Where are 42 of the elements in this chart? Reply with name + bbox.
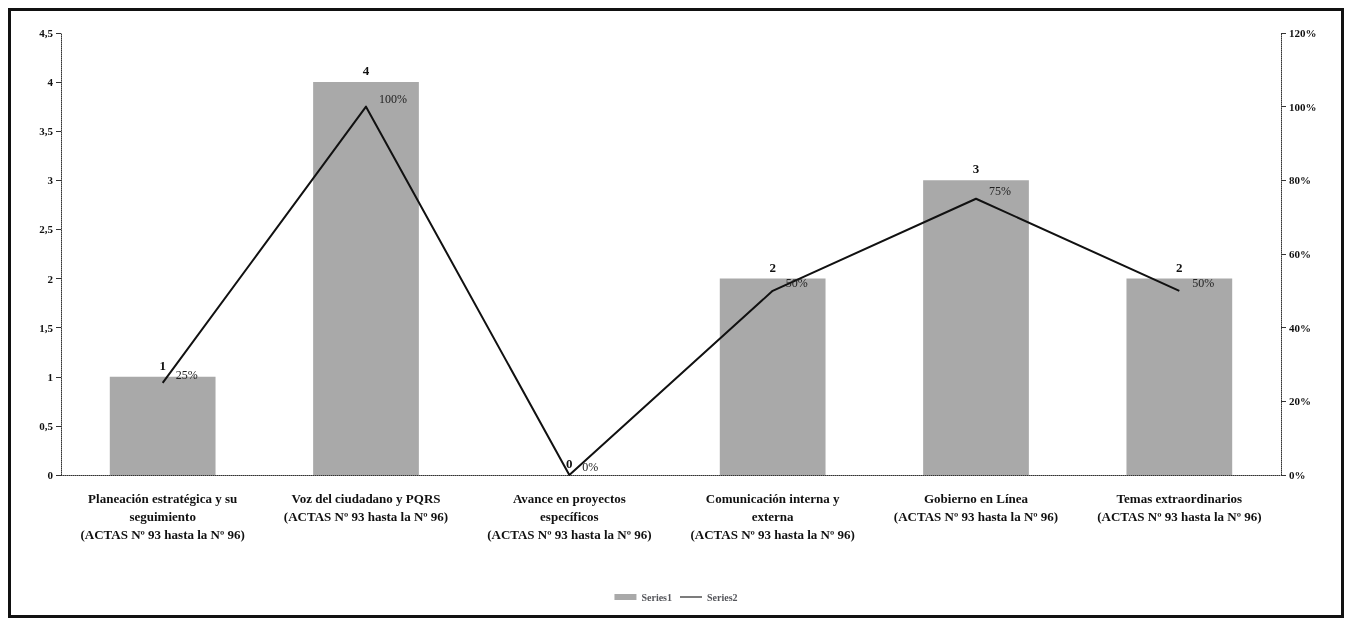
- data-label: 0%: [582, 460, 599, 474]
- bar: [923, 180, 1029, 475]
- x-tick-label: Gobierno en Línea (ACTAS Nº 93 hasta la Nº 96): [893, 490, 1059, 524]
- y-tick-label: 3: [47, 174, 54, 187]
- data-label: 0: [566, 456, 573, 471]
- data-label: 1: [159, 357, 166, 373]
- data-label: 4: [362, 63, 370, 79]
- bar: [719, 278, 826, 475]
- data-label: 100%: [379, 91, 407, 106]
- y-tick-label: 2,5: [39, 223, 54, 236]
- x-tick-label: Voz del ciudadano y PQRS (ACTAS Nº 93 hasta la Nº 96): [283, 490, 449, 524]
- data-label: 25%: [175, 367, 198, 382]
- y-tick-label: 4,5: [39, 27, 54, 39]
- y-tick-label: 3,5: [39, 125, 54, 138]
- y-tick-label: 0,5: [39, 419, 54, 432]
- y2-tick-label: 0%: [1289, 469, 1306, 481]
- y-tick-label: 2: [47, 272, 54, 285]
- y-tick-label: 1,5: [39, 321, 54, 334]
- x-tick-label: Comunicación interna y externa (ACTAS Nº 93 hasta la Nº 96): [690, 490, 855, 542]
- bar: [313, 82, 419, 475]
- y2-tick-label: 20%: [1289, 395, 1311, 408]
- y-tick-label: 1: [47, 370, 53, 383]
- y2-tick-label: 80%: [1289, 174, 1311, 187]
- line-series: [161, 105, 1181, 476]
- x-tick-label: Temas extraordinarios (ACTAS Nº 93 hasta la Nº 96): [1097, 490, 1262, 524]
- data-label: 50%: [785, 275, 808, 290]
- y2-tick-label: 40%: [1289, 321, 1311, 334]
- y-tick-label: 0: [47, 469, 54, 481]
- x-tick-label: Avance en proyectos específicos (ACTAS Nº 93 hasta la Nº 96): [487, 490, 652, 542]
- y2-tick-label: 100%: [1289, 100, 1317, 113]
- bar: [1126, 278, 1233, 475]
- y2-tick-label: 120%: [1289, 27, 1317, 39]
- x-tick-label: Planeación estratégica y su seguimiento (ACTAS Nº 93 hasta la Nº 96): [80, 490, 245, 542]
- y-tick-label: 4: [47, 76, 54, 89]
- legend-label: Series1: [641, 591, 672, 603]
- y2-tick-label: 60%: [1289, 248, 1311, 260]
- legend-label: Series2: [707, 591, 738, 603]
- data-label: 75%: [989, 183, 1011, 198]
- data-label: 3: [972, 161, 980, 177]
- data-label: 2: [769, 259, 776, 275]
- data-label: 50%: [1192, 275, 1215, 290]
- data-label: 2: [1176, 259, 1183, 275]
